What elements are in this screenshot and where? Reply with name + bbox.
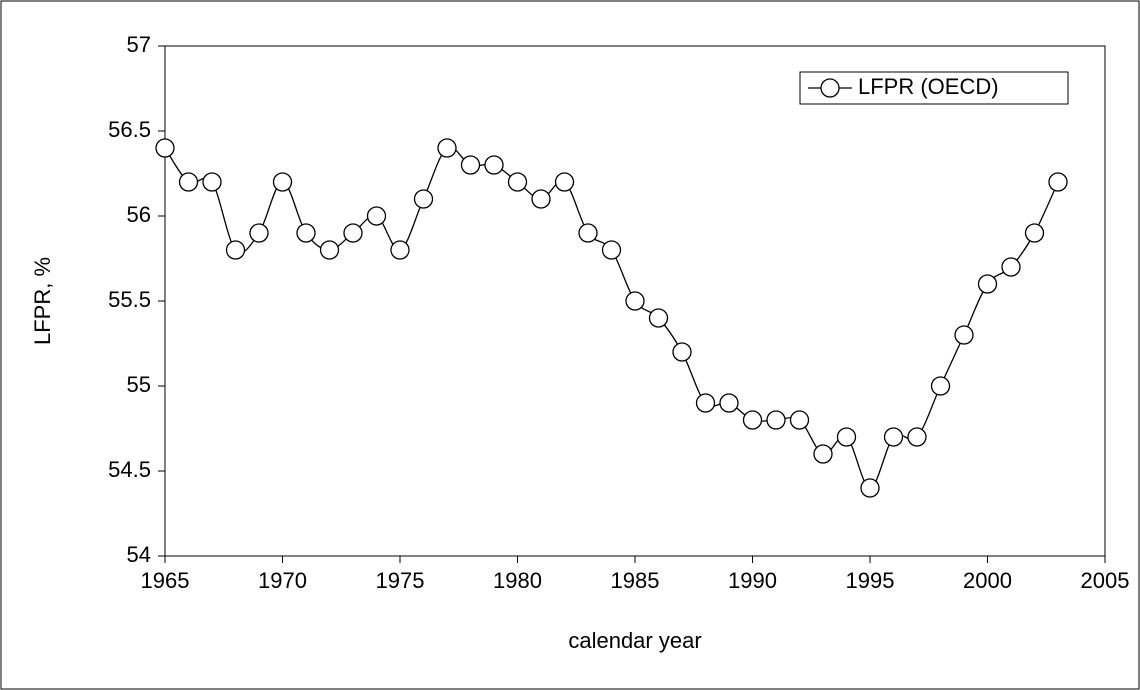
x-tick-label: 1995 [846,568,895,593]
marker [930,376,951,396]
marker [648,308,669,328]
marker [272,172,293,192]
marker [343,223,363,243]
marker [578,223,598,243]
marker [719,393,739,413]
x-tick-label: 2005 [1081,568,1130,593]
x-axis-label: calendar year [568,628,701,653]
marker [601,240,622,260]
marker [766,410,786,430]
x-tick-label: 1985 [611,568,660,593]
y-tick-label: 55.5 [108,287,151,312]
marker [554,172,575,192]
marker [225,240,246,260]
y-tick-label: 54 [127,542,151,567]
marker [860,478,880,498]
marker [672,342,692,362]
marker [836,427,857,447]
marker [954,325,974,345]
marker [695,393,716,413]
y-axis-label: LFPR, % [30,257,55,345]
marker [813,444,833,464]
marker [202,172,222,192]
marker [437,138,457,158]
legend-marker [820,78,840,98]
marker [789,410,810,430]
y-tick-label: 56 [127,202,151,227]
marker [742,410,763,430]
marker [413,189,434,209]
marker [460,155,481,175]
x-tick-label: 1970 [258,568,307,593]
y-tick-label: 57 [127,32,151,57]
marker [178,172,199,192]
x-tick-label: 1990 [728,568,777,593]
marker [531,189,551,209]
y-tick-label: 54.5 [108,457,151,482]
x-tick-label: 1980 [493,568,542,593]
marker [1001,257,1021,277]
marker [1048,172,1068,192]
marker [296,223,316,243]
x-tick-label: 1975 [376,568,425,593]
y-tick-label: 56.5 [108,117,151,142]
marker [366,206,387,226]
marker [484,155,504,175]
marker [625,291,645,311]
marker [507,172,528,192]
x-tick-label: 1965 [141,568,190,593]
marker [155,138,175,158]
marker [390,240,410,260]
marker [249,223,269,243]
marker [1024,223,1045,243]
marker [883,427,904,447]
legend-label: LFPR (OECD) [858,74,999,99]
marker [977,274,998,294]
y-tick-label: 55 [127,372,151,397]
x-tick-label: 2000 [963,568,1012,593]
marker [319,240,340,260]
marker [907,427,927,447]
